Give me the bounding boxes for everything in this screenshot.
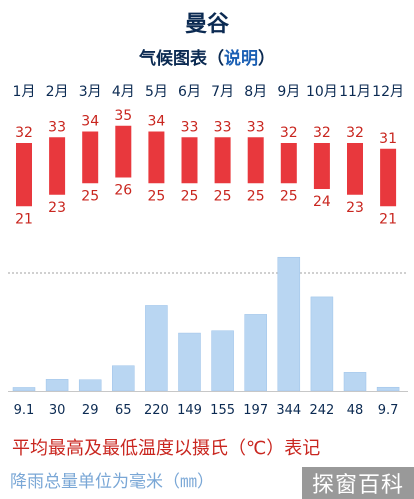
month-label: 3月 <box>79 84 102 100</box>
rain-value-label: 9.1 <box>14 403 35 418</box>
temp-high-label: 32 <box>313 125 331 141</box>
month-label: 12月 <box>372 84 404 100</box>
temp-bar <box>380 148 397 207</box>
rain-value-label: 30 <box>49 403 66 418</box>
temp-bar <box>148 131 165 184</box>
month-label: 11月 <box>339 84 371 100</box>
rain-bar <box>343 372 367 392</box>
subtitle-text: 气候图表 <box>139 49 207 69</box>
temp-bar <box>82 131 99 184</box>
rain-bar <box>78 379 102 392</box>
subtitle-paren-close: ） <box>258 49 275 69</box>
temp-high-label: 32 <box>280 125 298 141</box>
temp-low-label: 24 <box>313 194 331 210</box>
temp-bar <box>280 143 297 184</box>
rain-value-label: 48 <box>347 403 364 418</box>
month-label: 6月 <box>178 84 201 100</box>
temp-low-label: 25 <box>280 188 298 204</box>
temp-bar <box>16 143 32 207</box>
rain-bar <box>211 330 234 392</box>
rain-value-label: 65 <box>115 403 132 418</box>
rain-value-label: 197 <box>243 403 268 418</box>
temp-bar <box>214 137 231 184</box>
temp-high-label: 33 <box>247 119 265 135</box>
temp-high-label: 31 <box>379 131 397 147</box>
temp-low-label: 26 <box>114 183 132 199</box>
rain-value-label: 220 <box>144 403 169 418</box>
rain-bar <box>244 314 267 392</box>
temp-low-label: 25 <box>181 188 199 204</box>
rain-bar <box>112 365 135 392</box>
month-label: 9月 <box>277 84 300 100</box>
chart-title: 曼谷 <box>184 12 229 37</box>
temperature-legend: 平均最高及最低温度以摄氏（℃）表记 <box>12 438 321 459</box>
temp-low-label: 25 <box>247 188 265 204</box>
temp-high-label: 33 <box>214 119 232 135</box>
chart-subtitle: 气候图表（说明） <box>0 44 414 69</box>
rain-bar <box>310 296 334 392</box>
month-label: 1月 <box>13 84 36 100</box>
rain-bar <box>376 386 400 392</box>
temp-high-label: 33 <box>181 119 199 135</box>
rain-bar <box>277 256 301 392</box>
temp-low-label: 21 <box>379 211 397 227</box>
temp-bar <box>181 137 198 184</box>
temp-bar <box>115 125 132 178</box>
temp-low-label: 21 <box>15 211 33 227</box>
month-label: 4月 <box>112 84 135 100</box>
rain-value-label: 242 <box>309 403 334 418</box>
watermark: 探窗百科 <box>302 467 414 499</box>
temp-high-label: 35 <box>114 108 132 124</box>
rain-value-label: 29 <box>82 403 99 418</box>
temp-high-label: 34 <box>81 114 99 130</box>
temp-high-label: 32 <box>346 125 364 141</box>
month-label: 2月 <box>46 84 69 100</box>
temp-bar <box>347 143 363 195</box>
rain-bar <box>178 332 201 392</box>
rain-value-label: 155 <box>210 403 235 418</box>
subtitle-paren-open: （ <box>207 49 224 69</box>
temp-low-label: 25 <box>81 188 99 204</box>
temp-low-label: 23 <box>346 200 364 216</box>
rain-bar <box>45 379 69 392</box>
month-label: 5月 <box>145 84 168 100</box>
explanation-link[interactable]: 说明 <box>224 49 258 69</box>
month-label: 10月 <box>306 84 338 100</box>
temp-low-label: 25 <box>147 188 165 204</box>
temp-high-label: 32 <box>15 125 33 141</box>
temp-low-label: 25 <box>214 188 232 204</box>
rainfall-legend: 降雨总量单位为毫米（㎜） <box>10 472 214 492</box>
temp-high-label: 33 <box>48 119 66 135</box>
rain-value-label: 9.7 <box>378 403 399 418</box>
temp-high-label: 34 <box>147 114 165 130</box>
month-label: 7月 <box>211 84 234 100</box>
temp-low-label: 23 <box>48 200 66 216</box>
temp-bar <box>313 143 330 189</box>
temp-bar <box>247 137 264 184</box>
temp-bar <box>49 137 66 195</box>
rain-value-label: 149 <box>177 403 202 418</box>
rain-value-label: 344 <box>276 403 301 418</box>
rain-bar <box>145 305 168 392</box>
rain-bar <box>12 387 36 392</box>
month-label: 8月 <box>244 84 267 100</box>
